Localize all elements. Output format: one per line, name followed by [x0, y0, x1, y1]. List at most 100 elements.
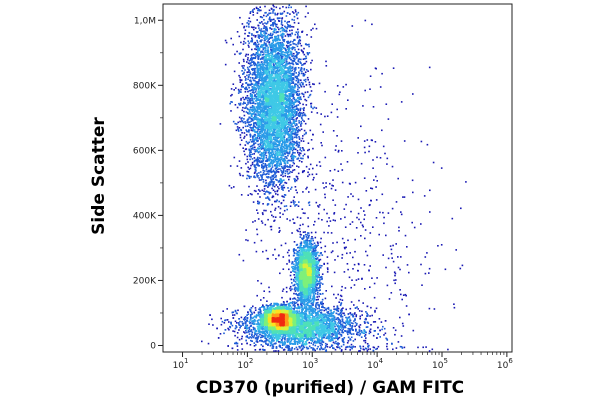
event-dot: [254, 87, 256, 89]
event-dot: [298, 38, 301, 41]
event-dot: [290, 88, 292, 91]
event-dot: [240, 86, 243, 88]
event-dot: [267, 343, 269, 345]
event-dot: [340, 327, 343, 329]
event-dot: [287, 159, 289, 162]
event-dot: [255, 43, 257, 45]
event-dot: [386, 163, 388, 165]
event-dot: [254, 113, 256, 116]
event-dot: [360, 207, 362, 209]
event-dot: [327, 310, 330, 313]
event-dot: [364, 214, 366, 216]
event-dot: [251, 34, 253, 36]
event-dot: [338, 301, 340, 303]
event-dot: [267, 51, 269, 54]
event-dot: [376, 277, 378, 279]
event-dot: [264, 164, 267, 166]
event-dot: [255, 6, 258, 9]
event-dot: [388, 298, 391, 300]
event-dot: [284, 134, 286, 137]
event-dot: [266, 35, 269, 37]
event-dot: [304, 233, 307, 236]
event-dot: [375, 175, 377, 178]
event-dot: [301, 115, 304, 117]
event-dot: [222, 310, 224, 312]
event-dot: [312, 178, 314, 181]
event-dot: [249, 145, 252, 148]
event-dot: [275, 304, 278, 306]
event-dot: [283, 143, 286, 145]
event-dot: [403, 346, 406, 349]
event-dot: [256, 54, 259, 57]
event-dot: [247, 142, 249, 145]
event-dot: [282, 335, 285, 337]
event-dot: [286, 147, 288, 149]
event-dot: [281, 159, 284, 162]
event-dot: [297, 151, 299, 154]
event-dot: [271, 181, 273, 183]
event-dot: [365, 326, 368, 328]
event-dot: [263, 306, 266, 308]
event-dot: [293, 292, 295, 295]
event-dot: [361, 310, 363, 313]
event-dot: [277, 42, 279, 45]
event-dot: [243, 319, 246, 321]
event-dot: [344, 247, 346, 250]
event-dot: [246, 336, 249, 339]
event-dot: [381, 129, 383, 132]
event-dot: [286, 165, 288, 168]
event-dot: [260, 161, 262, 164]
event-dot: [290, 95, 293, 97]
event-dot: [252, 60, 255, 63]
event-dot: [242, 126, 244, 129]
event-dot: [453, 303, 455, 305]
event-dot: [288, 84, 291, 87]
event-dot: [328, 334, 330, 336]
event-dot: [398, 226, 400, 229]
event-dot: [302, 170, 304, 173]
event-dot: [255, 334, 258, 337]
event-dot: [244, 29, 247, 31]
event-dot: [249, 317, 252, 319]
event-dot: [319, 344, 322, 347]
event-dot: [260, 30, 262, 32]
event-dot: [308, 43, 310, 46]
event-dot: [248, 65, 251, 68]
event-dot: [292, 43, 295, 45]
event-dot: [243, 322, 245, 325]
event-dot: [289, 340, 292, 343]
event-dot: [273, 64, 275, 67]
event-dot: [294, 290, 297, 292]
event-dot: [264, 191, 267, 193]
event-dot: [247, 53, 249, 56]
event-dot: [317, 267, 320, 270]
event-dot: [361, 224, 364, 226]
event-dot: [341, 331, 344, 334]
event-dot: [305, 99, 308, 102]
event-dot: [276, 17, 279, 20]
event-dot: [244, 122, 247, 125]
event-dot: [371, 314, 373, 317]
event-dot: [266, 37, 269, 39]
event-dot: [268, 12, 271, 15]
event-dot: [299, 342, 301, 344]
event-dot: [242, 121, 245, 124]
event-dot: [264, 38, 266, 40]
event-dot: [294, 178, 297, 181]
event-dot: [412, 93, 414, 95]
event-dot: [366, 254, 369, 257]
event-dot: [291, 261, 294, 263]
event-dot: [258, 160, 261, 162]
event-dot: [288, 94, 291, 97]
event-dot: [291, 62, 294, 64]
event-dot: [345, 203, 347, 206]
event-dot: [308, 173, 311, 176]
event-dot: [345, 346, 347, 349]
event-dot: [259, 53, 262, 55]
event-dot: [279, 34, 281, 37]
event-dot: [254, 328, 256, 331]
event-dot: [316, 257, 318, 260]
event-dot: [313, 348, 315, 351]
event-dot: [297, 126, 300, 128]
event-dot: [313, 249, 315, 252]
